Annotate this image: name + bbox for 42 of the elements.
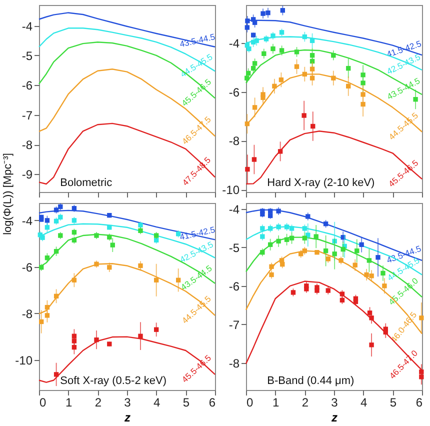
y-tick-label: -8 (22, 306, 33, 321)
y-tick-label: -6 (228, 85, 240, 100)
x-tick-label: 3 (124, 396, 132, 410)
y-tick-label: -10 (222, 183, 240, 198)
y-tick-label: -4 (22, 214, 33, 228)
y-tick-label: -8 (22, 138, 33, 152)
x-tick-label: 0 (246, 396, 254, 410)
annotation: Hard X-ray (2-10 keV) (267, 177, 375, 189)
x-tick-label: 4 (153, 396, 160, 410)
y-tick-label: -4 (228, 202, 240, 216)
x-axis-title: z (330, 410, 338, 424)
text: 43.5-44.5 (178, 32, 216, 50)
x-tick-label: 2 (302, 396, 309, 410)
y-tick-label: -10 (15, 353, 33, 368)
text: 41.5-42.5 (178, 224, 216, 242)
x-tick-label: 0 (40, 396, 46, 410)
y-tick-label: -8 (228, 356, 240, 371)
y-tick-label: -6 (22, 78, 33, 93)
y-tick-label: -7 (22, 108, 33, 122)
y-tick-label: -5 (228, 240, 240, 255)
x-tick-label: 6 (208, 396, 216, 410)
annotation: B-Band (0.44 μm) (267, 375, 354, 387)
y-tick-label: -9 (22, 168, 33, 182)
x-tick-label: 5 (182, 396, 190, 410)
y-tick-label: -6 (22, 260, 33, 274)
x-tick-label: 2 (94, 396, 102, 410)
y-tick-label: -8 (228, 134, 240, 148)
annotation: Bolometric (60, 177, 113, 189)
x-tick-label: 6 (416, 396, 423, 410)
annotation: Soft X-ray (0.5-2 keV) (60, 375, 166, 387)
x-tick-label: 5 (390, 396, 397, 410)
y-tick-label: -4 (228, 36, 240, 50)
x-tick-label: 3 (331, 396, 338, 410)
y-tick-label: -4 (22, 19, 33, 34)
y-axis-title: log(Φ(L)) [Mpc⁻³] (2, 153, 14, 235)
x-tick-label: 4 (360, 396, 368, 410)
y-tick-label: -6 (228, 279, 240, 294)
y-tick-label: -5 (22, 48, 33, 63)
y-tick-label: -7 (228, 318, 240, 332)
x-tick-label: 1 (65, 396, 72, 410)
x-axis-title: z (124, 410, 130, 424)
x-tick-label: 1 (272, 396, 280, 410)
